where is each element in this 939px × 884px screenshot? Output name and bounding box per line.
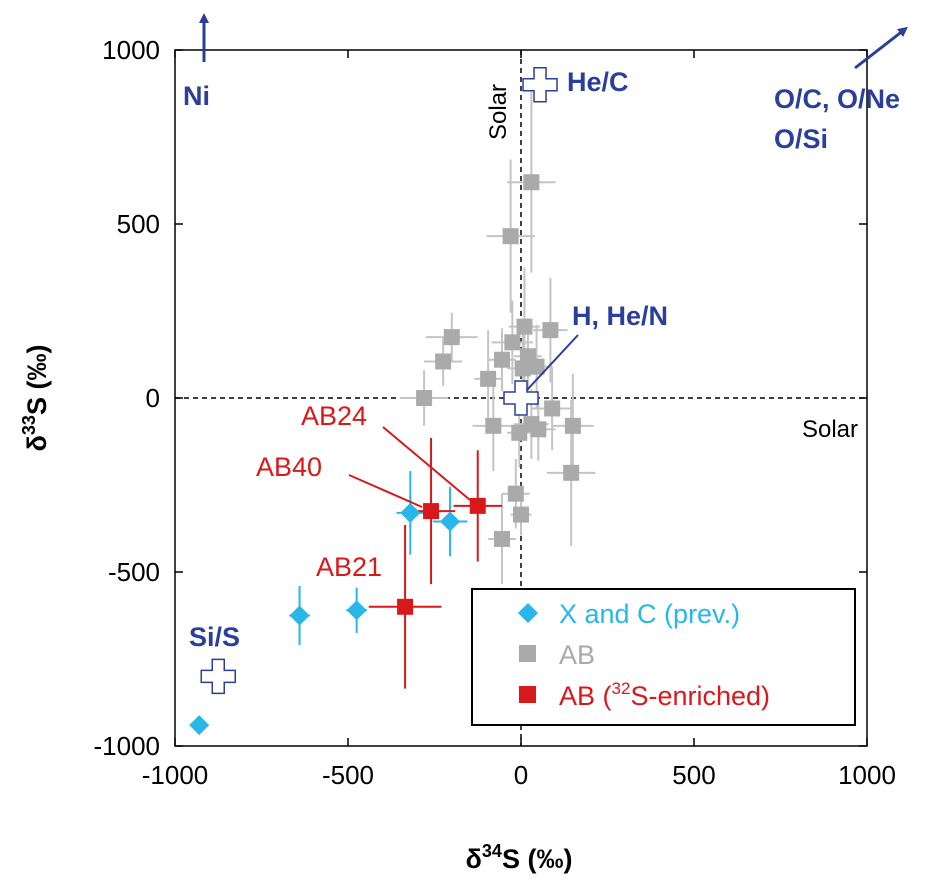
ab21-label: AB21 bbox=[316, 552, 382, 582]
data-point-ab bbox=[514, 360, 531, 377]
legend-ab-enriched-marker bbox=[519, 686, 536, 703]
x-axis-title: δ34S (‰) bbox=[466, 841, 573, 874]
tick-labels: -1000 -500 0 500 1000 -1000 -500 0 500 1000 bbox=[94, 35, 896, 790]
data-point-ab-enriched bbox=[397, 598, 414, 615]
ab40-label: AB40 bbox=[256, 452, 322, 482]
legend-entry-ab: AB bbox=[559, 640, 595, 670]
data-point-ab bbox=[507, 485, 524, 502]
data-markers bbox=[189, 174, 581, 736]
data-point-x-and-c bbox=[440, 511, 461, 532]
h-he-n-label: H, He/N bbox=[572, 301, 668, 331]
model-markers bbox=[200, 67, 558, 695]
legend-entry-x-and-c: X and C (prev.) bbox=[559, 599, 740, 629]
h-he-n-leader bbox=[526, 334, 579, 391]
x-tick-label: 500 bbox=[672, 760, 715, 790]
legend-entry-ab-enriched: AB (32S-enriched) bbox=[559, 679, 770, 711]
ab24-label: AB24 bbox=[301, 401, 367, 431]
data-point-ab bbox=[485, 417, 502, 434]
oc-arrow bbox=[854, 26, 908, 70]
x-tick-label: -500 bbox=[322, 760, 374, 790]
model-cross-marker bbox=[503, 380, 539, 416]
he-c-label: He/C bbox=[567, 67, 629, 97]
data-point-ab bbox=[493, 530, 510, 547]
y-tick-label: 500 bbox=[117, 209, 160, 239]
y-tick-label: 1000 bbox=[102, 35, 160, 65]
data-point-ab bbox=[435, 353, 452, 370]
y-tick-label: -500 bbox=[108, 557, 160, 587]
solar-label-horizontal: Solar bbox=[802, 416, 858, 443]
ni-label: Ni bbox=[183, 81, 210, 111]
data-point-ab bbox=[502, 228, 519, 245]
ab24-leader bbox=[382, 426, 471, 501]
data-point-ab bbox=[493, 351, 510, 368]
x-tick-label: 1000 bbox=[838, 760, 896, 790]
data-point-x-and-c bbox=[346, 600, 367, 621]
ab40-leader bbox=[348, 474, 423, 508]
legend: X and C (prev.) AB AB (32S-enriched) bbox=[471, 588, 856, 726]
data-point-ab bbox=[542, 322, 559, 339]
data-point-ab bbox=[544, 400, 561, 417]
data-point-ab-enriched bbox=[423, 503, 440, 520]
data-point-ab bbox=[564, 417, 581, 434]
y-tick-label: -1000 bbox=[94, 731, 161, 761]
data-point-ab bbox=[513, 506, 529, 523]
data-point-ab bbox=[504, 334, 521, 351]
data-point-x-and-c bbox=[189, 715, 210, 736]
x-tick-label: 0 bbox=[514, 760, 528, 790]
data-point-ab bbox=[563, 464, 580, 481]
tick-marks bbox=[174, 49, 868, 747]
data-point-ab bbox=[530, 421, 547, 438]
legend-ab-marker bbox=[519, 645, 536, 662]
oc-label-line2: O/Si bbox=[774, 124, 828, 154]
data-point-ab bbox=[511, 424, 528, 441]
model-cross-marker bbox=[200, 658, 236, 695]
oc-label-line1: O/C, O/Ne bbox=[774, 84, 900, 114]
data-point-ab bbox=[480, 370, 497, 387]
data-point-ab bbox=[528, 358, 545, 375]
solar-label-vertical: Solar bbox=[485, 84, 512, 140]
data-point-ab bbox=[416, 390, 433, 406]
y-tick-label: 0 bbox=[146, 383, 160, 413]
data-point-ab-enriched bbox=[469, 497, 486, 514]
data-point-ab bbox=[443, 329, 460, 346]
data-point-x-and-c bbox=[400, 502, 421, 523]
data-point-ab bbox=[523, 174, 540, 191]
data-point-ab bbox=[516, 318, 533, 335]
data-point-x-and-c bbox=[289, 605, 310, 626]
y-axis-title: δ33S (‰) bbox=[19, 345, 52, 452]
model-cross-marker bbox=[522, 67, 558, 103]
x-tick-label: -1000 bbox=[142, 760, 209, 790]
si-s-label: Si/S bbox=[189, 622, 240, 652]
legend-diamond-marker bbox=[518, 603, 538, 623]
